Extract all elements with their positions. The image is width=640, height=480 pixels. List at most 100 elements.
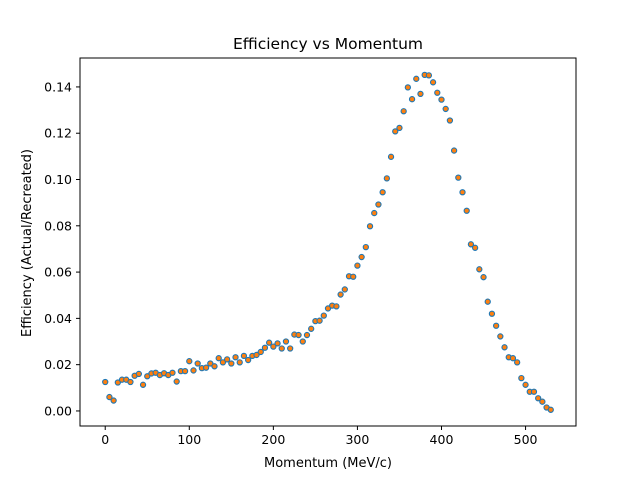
data-point: [497, 333, 504, 340]
data-point: [413, 75, 420, 82]
plot-frame: [79, 57, 577, 427]
data-point: [434, 89, 441, 96]
y-tick-label: 0.14: [44, 79, 72, 94]
data-point: [232, 354, 239, 361]
data-point: [144, 373, 151, 380]
data-point: [253, 351, 260, 359]
data-point: [211, 363, 218, 370]
data-point: [379, 189, 386, 196]
data-point: [207, 360, 214, 367]
data-point: [102, 378, 109, 386]
data-point: [333, 303, 340, 310]
data-point: [366, 223, 374, 230]
data-point: [341, 286, 348, 293]
y-tick-label: 0.02: [44, 357, 72, 372]
data-point: [535, 395, 542, 402]
data-point: [169, 369, 176, 376]
data-point: [467, 241, 475, 248]
data-point: [387, 153, 395, 160]
data-point: [223, 356, 231, 363]
data-point: [194, 360, 201, 367]
data-point: [135, 370, 142, 378]
data-point: [236, 359, 243, 366]
data-point: [530, 388, 538, 395]
x-tick-label: 0: [101, 432, 109, 447]
data-point: [392, 128, 399, 135]
plot-area: 0 100 200 300 400 500 0.00 0.02 0.04 0.06 0.08 0.10…: [44, 57, 577, 447]
data-point: [337, 291, 344, 298]
data-point: [265, 339, 273, 346]
data-point: [215, 355, 222, 362]
data-point: [114, 379, 121, 386]
data-point: [244, 356, 252, 364]
data-point: [261, 344, 269, 351]
data-point: [383, 175, 390, 182]
data-point: [539, 398, 546, 405]
data-point: [240, 352, 248, 360]
y-tick-label: 0.12: [44, 126, 72, 141]
data-point: [471, 244, 479, 251]
y-tick-label: 0.08: [44, 218, 72, 233]
data-point: [480, 274, 487, 281]
data-point: [303, 331, 311, 339]
x-tick-label: 500: [514, 432, 538, 447]
y-tick-label: 0.06: [44, 265, 72, 280]
data-point: [278, 345, 285, 352]
x-axis-label: Momentum (MeV/c): [264, 456, 392, 471]
data-point: [459, 189, 466, 196]
data-point: [442, 105, 449, 113]
data-point: [417, 90, 424, 98]
data-point: [139, 381, 147, 388]
data-point: [429, 79, 437, 86]
data-point: [371, 209, 378, 217]
data-point: [308, 325, 315, 332]
data-point: [404, 84, 412, 91]
data-point: [257, 348, 264, 356]
data-point: [274, 340, 281, 347]
data-point: [202, 364, 210, 371]
data-point: [476, 266, 483, 273]
data-point: [396, 124, 403, 132]
data-point: [446, 117, 454, 124]
data-point: [316, 317, 323, 324]
data-point: [450, 147, 458, 154]
data-point: [110, 397, 117, 404]
y-axis-label: Efficiency (Actual/Recreated): [20, 149, 35, 337]
data-point: [518, 374, 525, 382]
data-point: [282, 338, 290, 345]
data-point: [127, 378, 134, 386]
data-point: [362, 243, 369, 251]
y-tick-label: 0.04: [44, 311, 72, 326]
data-point: [484, 298, 491, 305]
data-point: [190, 367, 197, 374]
x-tick-label: 300: [345, 432, 369, 447]
data-point: [375, 201, 382, 208]
data-point: [547, 406, 554, 413]
data-point: [400, 108, 407, 115]
data-point: [181, 367, 189, 375]
data-point: [492, 322, 500, 329]
data-point: [295, 331, 302, 339]
data-point: [488, 310, 496, 317]
data-point: [228, 360, 235, 367]
data-point: [514, 359, 521, 366]
data-point: [270, 343, 277, 350]
y-tick-label: 0.10: [44, 172, 72, 187]
data-point: [106, 393, 113, 401]
data-point: [501, 344, 508, 351]
data-point: [354, 262, 361, 269]
data-point: [463, 207, 470, 214]
data-point: [358, 253, 365, 261]
data-point: [299, 338, 306, 345]
x-tick-label: 400: [430, 432, 454, 447]
data-point: [522, 381, 529, 388]
data-point: [287, 345, 294, 352]
chart-title: Efficiency vs Momentum: [233, 35, 423, 53]
data-point: [509, 355, 517, 362]
data-point: [425, 72, 433, 79]
data-point: [173, 378, 180, 385]
x-tick-label: 200: [261, 432, 285, 447]
y-tick-label: 0.00: [44, 403, 72, 418]
data-point: [324, 305, 332, 312]
